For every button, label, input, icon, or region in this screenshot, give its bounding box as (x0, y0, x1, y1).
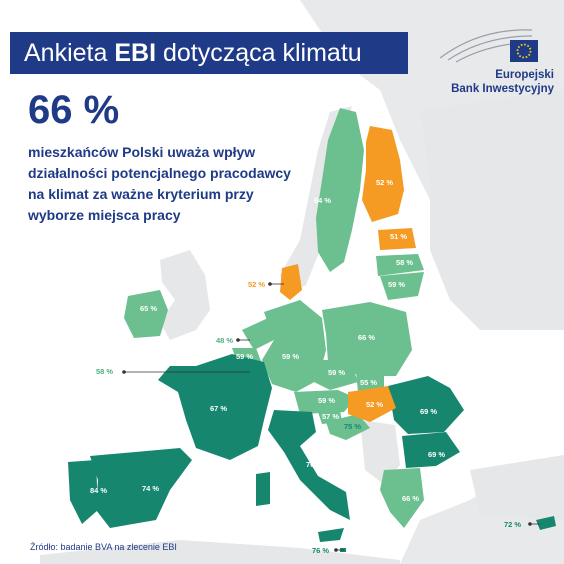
leader-dot-luxembourg (122, 370, 126, 374)
source-note: Źródło: badanie BVA na zlecenie EBI (30, 542, 177, 552)
eu-flag-icon (510, 40, 538, 62)
label-luxembourg: 58 % (96, 367, 114, 376)
country-sweden (316, 108, 364, 272)
label-slovenia: 57 % (322, 412, 340, 421)
background-land-balkans (360, 420, 400, 485)
label-spain: 74 % (142, 484, 160, 493)
background-land-russia (420, 90, 564, 330)
label-latvia: 58 % (396, 258, 414, 267)
label-denmark: 52 % (248, 280, 266, 289)
logo-line-2: Bank Inwestycyjny (451, 83, 554, 95)
country-poland (322, 302, 412, 376)
label-italy: 76 % (306, 460, 324, 469)
country-austria (294, 390, 356, 414)
country-bulgaria (402, 432, 460, 468)
country-germany (262, 300, 326, 392)
label-finland: 52 % (376, 178, 394, 187)
label-portugal: 84 % (90, 486, 108, 495)
label-romania: 69 % (420, 407, 438, 416)
country-denmark (280, 264, 302, 300)
country-romania (388, 376, 464, 434)
country-greece (380, 468, 424, 528)
label-malta: 76 % (312, 546, 330, 555)
label-hungary: 52 % (366, 400, 384, 409)
leader-dot-cyprus (528, 522, 532, 526)
leader-dot-malta (334, 548, 338, 552)
country-latvia (376, 254, 424, 276)
headline-stat: 66 % (28, 88, 120, 132)
logo-line-1: Europejski (495, 69, 554, 81)
label-austria: 59 % (318, 396, 336, 405)
label-ireland: 65 % (140, 304, 158, 313)
country-croatia (326, 414, 370, 440)
label-greece: 66 % (402, 494, 420, 503)
label-germany: 59 % (282, 352, 300, 361)
background-land-turkey (470, 455, 564, 520)
country-lithuania (380, 272, 424, 300)
label-bulgaria: 69 % (428, 450, 446, 459)
country-ireland (124, 290, 168, 338)
label-croatia: 75 % (344, 422, 362, 431)
title-suffix: dotycząca klimatu (156, 39, 362, 67)
country-portugal (68, 460, 98, 524)
label-estonia: 51 % (390, 232, 408, 241)
eu-star-ring-icon (516, 43, 532, 59)
country-spain (90, 448, 192, 528)
background-land-africa (40, 540, 400, 564)
country-france (158, 354, 272, 460)
label-france: 67 % (210, 404, 228, 413)
country-finland (362, 126, 404, 222)
label-poland: 66 % (358, 333, 376, 342)
country-cyprus (536, 516, 556, 530)
label-netherlands: 48 % (216, 336, 234, 345)
label-cyprus: 72 % (504, 520, 522, 529)
label-lithuania: 59 % (388, 280, 406, 289)
background-land-uk (160, 250, 210, 340)
leader-dot-netherlands (236, 338, 240, 342)
title-bar: Ankieta EBI dotycząca klimatu (10, 32, 408, 74)
leader-dot-denmark (268, 282, 272, 286)
country-sicily (318, 528, 344, 542)
label-belgium: 59 % (236, 352, 254, 361)
label-czechia: 59 % (328, 368, 346, 377)
country-netherlands (242, 318, 274, 350)
label-slovakia: 55 % (360, 378, 378, 387)
label-sweden: 64 % (314, 196, 332, 205)
country-czechia (314, 360, 358, 390)
eib-logo (439, 29, 538, 63)
stat-description: mieszkańców Polski uważa wpływ działalno… (28, 144, 291, 223)
title-prefix: Ankieta (24, 39, 115, 67)
country-sardinia (256, 472, 270, 506)
title-bold: EBI (114, 39, 157, 67)
country-slovakia (356, 370, 384, 392)
logo-text: Europejski Bank Inwestycyjny (451, 68, 554, 96)
country-italy (268, 410, 350, 520)
country-estonia (378, 228, 416, 250)
country-hungary (348, 386, 396, 422)
